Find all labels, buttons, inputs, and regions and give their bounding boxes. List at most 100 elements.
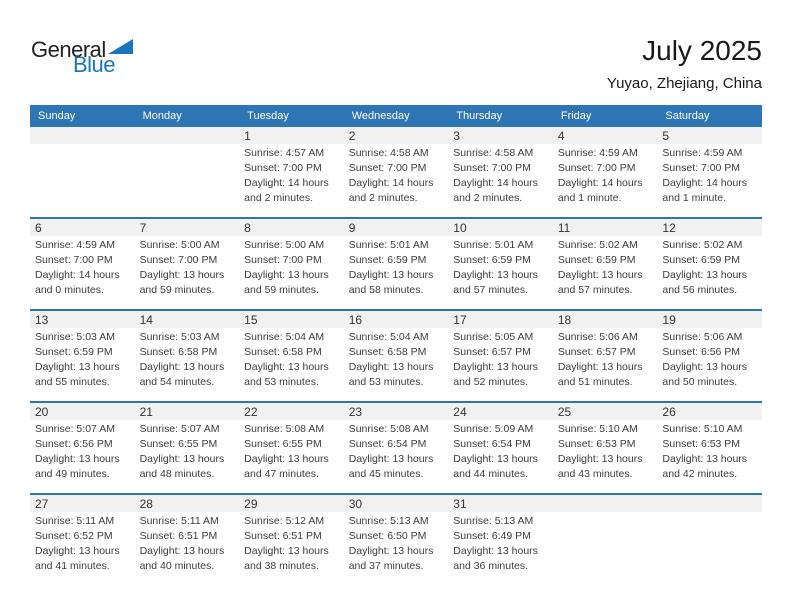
sunrise-text: Sunrise: 5:00 AM	[244, 239, 325, 251]
daylight-text: Daylight: 13 hours and 50 minutes.	[662, 361, 748, 388]
daylight-text: Daylight: 13 hours and 48 minutes.	[139, 453, 225, 480]
sunrise-text: Sunrise: 5:02 AM	[557, 239, 638, 251]
sunset-text: Sunset: 6:53 PM	[662, 438, 741, 450]
week-row: 27 Sunrise: 5:11 AM Sunset: 6:52 PM Dayligh…	[30, 493, 762, 585]
sunrise-text: Sunrise: 5:03 AM	[139, 331, 220, 343]
daylight-text: Daylight: 13 hours and 40 minutes.	[139, 545, 225, 572]
sunset-text: Sunset: 6:53 PM	[557, 438, 636, 450]
sunset-text: Sunset: 7:00 PM	[453, 162, 531, 174]
calendar-day-cell: 24 Sunrise: 5:09 AM Sunset: 6:54 PM Dayligh…	[448, 403, 553, 493]
sunrise-text: Sunrise: 5:13 AM	[348, 515, 429, 527]
calendar-weeks: 1 Sunrise: 4:57 AM Sunset: 7:00 PM Daylight…	[30, 127, 762, 585]
day-number: 3	[448, 127, 553, 144]
day-number	[30, 127, 135, 144]
day-details: Sunrise: 5:10 AM Sunset: 6:53 PM Daylight:…	[657, 420, 762, 482]
day-number: 27	[30, 495, 135, 512]
daylight-text: Daylight: 13 hours and 53 minutes.	[348, 361, 434, 388]
day-details: Sunrise: 4:59 AM Sunset: 7:00 PM Daylight:…	[553, 144, 658, 206]
sunset-text: Sunset: 6:55 PM	[139, 438, 218, 450]
week-row: 1 Sunrise: 4:57 AM Sunset: 7:00 PM Daylight…	[30, 127, 762, 217]
day-number: 21	[134, 403, 240, 420]
sunrise-text: Sunrise: 5:01 AM	[453, 239, 534, 251]
day-number: 12	[657, 219, 762, 236]
sunrise-text: Sunrise: 5:02 AM	[662, 239, 743, 251]
daylight-text: Daylight: 13 hours and 43 minutes.	[557, 453, 643, 480]
daylight-text: Daylight: 13 hours and 57 minutes.	[453, 269, 538, 296]
day-number: 19	[657, 311, 762, 328]
day-number: 20	[30, 403, 135, 420]
sunset-text: Sunset: 7:00 PM	[557, 162, 636, 174]
day-number: 28	[134, 495, 240, 512]
day-number: 11	[552, 219, 658, 236]
daylight-text: Daylight: 13 hours and 57 minutes.	[557, 269, 643, 296]
calendar-day-cell: 5 Sunrise: 4:59 AM Sunset: 7:00 PM Daylight…	[657, 127, 762, 217]
day-number: 9	[343, 219, 449, 236]
day-details: Sunrise: 5:12 AM Sunset: 6:51 PM Daylight:…	[239, 512, 344, 574]
calendar-day-cell: 21 Sunrise: 5:07 AM Sunset: 6:55 PM Dayligh…	[134, 403, 240, 493]
sunrise-text: Sunrise: 5:03 AM	[35, 331, 115, 343]
sunset-text: Sunset: 6:59 PM	[35, 346, 113, 358]
sunrise-text: Sunrise: 5:13 AM	[453, 515, 534, 527]
day-details: Sunrise: 5:10 AM Sunset: 6:53 PM Daylight:…	[553, 420, 658, 482]
day-number: 24	[448, 403, 553, 420]
logo-text-general: General	[31, 37, 106, 62]
day-details: Sunrise: 5:13 AM Sunset: 6:50 PM Daylight:…	[344, 512, 449, 574]
calendar-day-cell: 23 Sunrise: 5:08 AM Sunset: 6:54 PM Dayligh…	[343, 403, 449, 493]
daylight-text: Daylight: 13 hours and 47 minutes.	[244, 453, 329, 480]
day-details: Sunrise: 5:03 AM Sunset: 6:59 PM Daylight:…	[30, 328, 135, 390]
sunset-text: Sunset: 6:50 PM	[348, 530, 427, 542]
day-number: 25	[552, 403, 658, 420]
calendar-day-cell: 19 Sunrise: 5:06 AM Sunset: 6:56 PM Dayligh…	[657, 311, 762, 401]
location-subtitle: Yuyao, Zhejiang, China	[606, 75, 762, 92]
day-number: 17	[448, 311, 553, 328]
sunset-text: Sunset: 7:00 PM	[662, 162, 741, 174]
day-details: Sunrise: 5:02 AM Sunset: 6:59 PM Daylight:…	[657, 236, 762, 298]
daylight-text: Daylight: 13 hours and 55 minutes.	[35, 361, 120, 388]
sunset-text: Sunset: 7:00 PM	[244, 162, 322, 174]
day-number: 29	[239, 495, 344, 512]
day-details: Sunrise: 5:00 AM Sunset: 7:00 PM Daylight:…	[135, 236, 240, 298]
daylight-text: Daylight: 13 hours and 49 minutes.	[35, 453, 120, 480]
sunset-text: Sunset: 6:51 PM	[139, 530, 218, 542]
day-details: Sunrise: 5:05 AM Sunset: 6:57 PM Daylight:…	[448, 328, 553, 390]
daylight-text: Daylight: 13 hours and 59 minutes.	[244, 269, 329, 296]
sunrise-text: Sunrise: 5:04 AM	[348, 331, 429, 343]
calendar-day-cell: 29 Sunrise: 5:12 AM Sunset: 6:51 PM Dayligh…	[239, 495, 344, 585]
sunset-text: Sunset: 6:56 PM	[662, 346, 741, 358]
day-details: Sunrise: 5:11 AM Sunset: 6:51 PM Daylight:…	[135, 512, 240, 574]
sunrise-text: Sunrise: 4:59 AM	[557, 147, 638, 159]
day-number: 10	[448, 219, 553, 236]
day-details: Sunrise: 5:13 AM Sunset: 6:49 PM Daylight:…	[448, 512, 553, 574]
calendar-day-cell: 26 Sunrise: 5:10 AM Sunset: 6:53 PM Dayligh…	[657, 403, 762, 493]
daylight-text: Daylight: 14 hours and 1 minute.	[662, 177, 748, 204]
day-details: Sunrise: 4:58 AM Sunset: 7:00 PM Daylight:…	[448, 144, 553, 206]
day-number: 7	[134, 219, 240, 236]
calendar-day-cell: 22 Sunrise: 5:08 AM Sunset: 6:55 PM Dayligh…	[239, 403, 344, 493]
day-details: Sunrise: 5:09 AM Sunset: 6:54 PM Daylight:…	[448, 420, 553, 482]
sunset-text: Sunset: 7:00 PM	[35, 254, 113, 266]
calendar-empty-cell	[30, 127, 135, 217]
daylight-text: Daylight: 14 hours and 1 minute.	[557, 177, 643, 204]
sunset-text: Sunset: 6:59 PM	[453, 254, 531, 266]
calendar-day-cell: 11 Sunrise: 5:02 AM Sunset: 6:59 PM Dayligh…	[552, 219, 658, 309]
calendar-day-cell: 18 Sunrise: 5:06 AM Sunset: 6:57 PM Dayligh…	[552, 311, 658, 401]
week-row: 6 Sunrise: 4:59 AM Sunset: 7:00 PM Daylight…	[30, 217, 762, 309]
day-details: Sunrise: 5:08 AM Sunset: 6:55 PM Daylight:…	[239, 420, 344, 482]
daylight-text: Daylight: 13 hours and 53 minutes.	[244, 361, 329, 388]
day-number: 4	[552, 127, 658, 144]
sunset-text: Sunset: 7:00 PM	[244, 254, 322, 266]
weekday-header-wednesday: Wednesday	[351, 110, 410, 122]
calendar-empty-cell	[657, 495, 762, 585]
day-details: Sunrise: 5:01 AM Sunset: 6:59 PM Daylight:…	[448, 236, 553, 298]
day-number: 2	[343, 127, 449, 144]
week-row: 13 Sunrise: 5:03 AM Sunset: 6:59 PM Dayligh…	[30, 309, 762, 401]
calendar-day-cell: 9 Sunrise: 5:01 AM Sunset: 6:59 PM Daylight…	[343, 219, 449, 309]
calendar: Sunday Monday Tuesday Wednesday Thursday…	[30, 105, 762, 585]
calendar-day-cell: 14 Sunrise: 5:03 AM Sunset: 6:58 PM Dayligh…	[134, 311, 240, 401]
daylight-text: Daylight: 14 hours and 2 minutes.	[348, 177, 434, 204]
sunset-text: Sunset: 7:00 PM	[139, 254, 218, 266]
calendar-day-cell: 12 Sunrise: 5:02 AM Sunset: 6:59 PM Dayligh…	[657, 219, 762, 309]
day-number: 13	[30, 311, 135, 328]
day-number	[657, 495, 762, 512]
sunrise-text: Sunrise: 5:06 AM	[662, 331, 743, 343]
